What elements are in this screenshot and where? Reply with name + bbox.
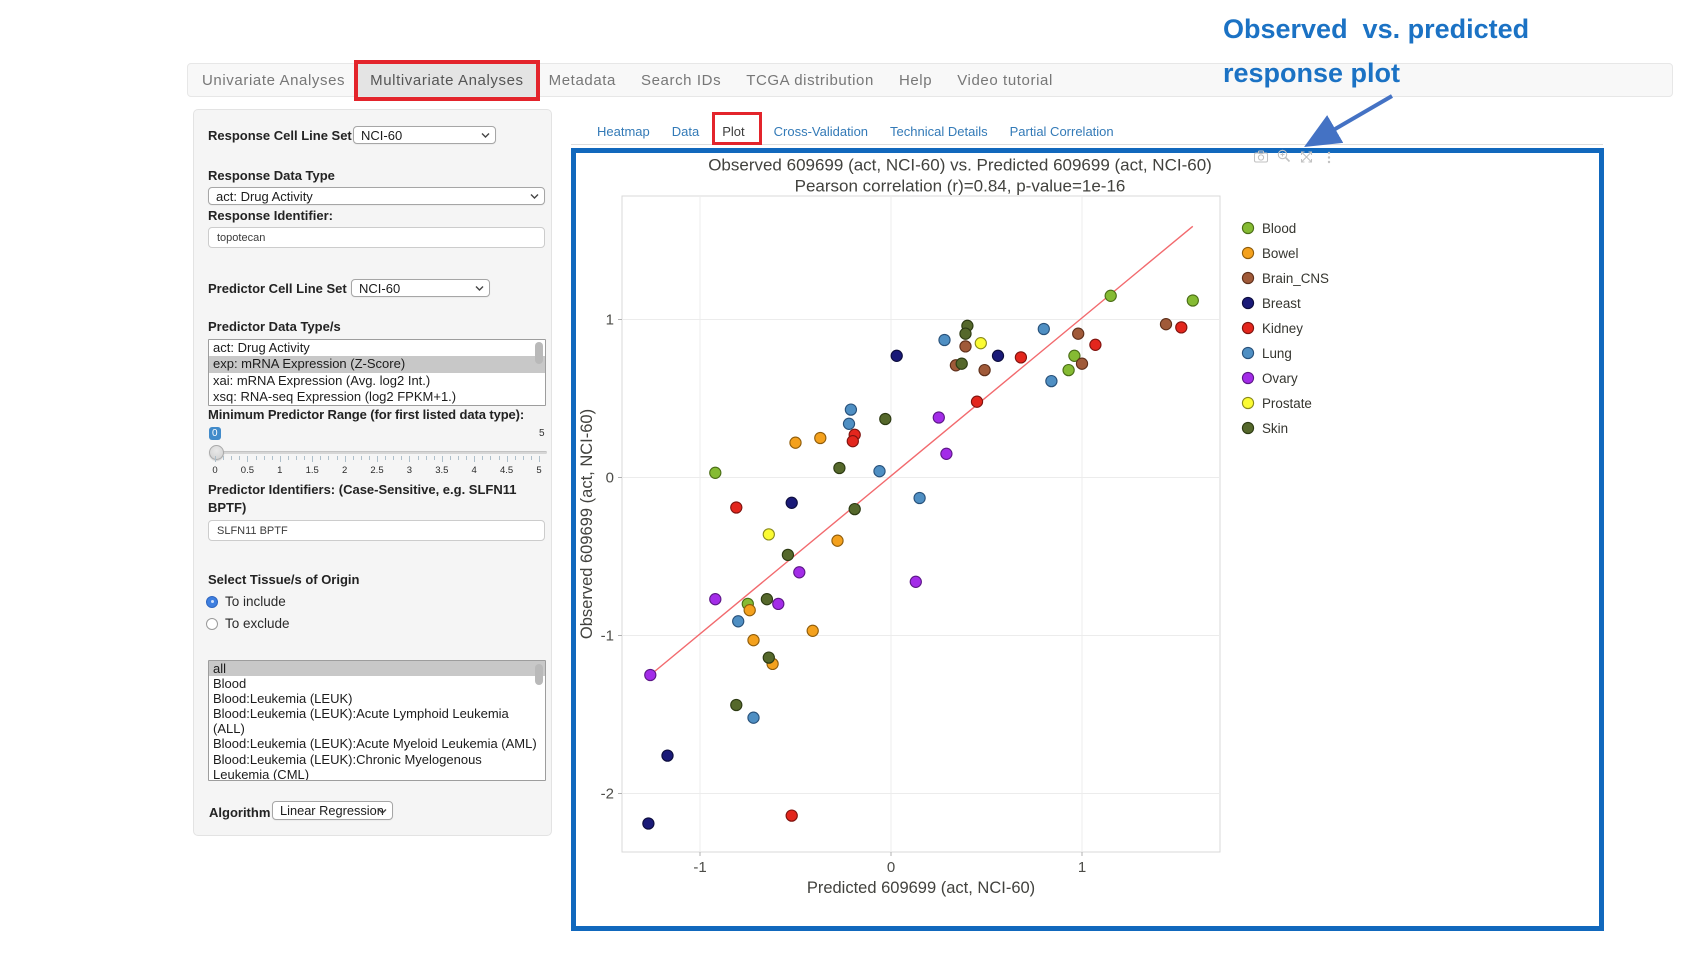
slider-max-label: 5	[539, 428, 545, 439]
response-data-type-value: act: Drug Activity	[216, 188, 313, 204]
algorithm-value: Linear Regression	[280, 803, 384, 818]
predictor-cell-line-set-label: Predictor Cell Line Set	[208, 281, 347, 296]
nav-item-multivariate-analyses[interactable]: Multivariate Analyses	[357, 64, 537, 96]
algorithm-select[interactable]: Linear Regression	[272, 801, 393, 820]
slider-track[interactable]	[210, 451, 547, 454]
tissues-listbox[interactable]: all Blood Blood:Leukemia (LEUK) Blood:Leuke…	[208, 660, 546, 781]
slider-tick-label: 0	[212, 465, 218, 476]
chevron-down-icon	[378, 806, 387, 815]
option-blood-leukemia-leuk-chronic-myelogenous-[interactable]: Blood:Leukemia (LEUK):Chronic Myelogenou…	[213, 751, 482, 781]
annotation-arrow	[1304, 94, 1394, 148]
option-exp-mrna-expression-z-score-[interactable]: exp: mRNA Expression (Z-Score)	[209, 356, 545, 373]
radio-to-include[interactable]: To include	[206, 594, 286, 609]
option-blood-leukemia-leuk-[interactable]: Blood:Leukemia (LEUK)	[213, 691, 353, 707]
plot-container	[571, 148, 1604, 931]
sidebar-panel: Response Cell Line Set NCI-60 Response D…	[193, 109, 552, 836]
slider-tick-label: 5	[536, 465, 542, 476]
chevron-down-icon	[481, 131, 490, 140]
option-blood[interactable]: Blood	[213, 676, 247, 692]
predictor-cell-line-set-value: NCI-60	[359, 280, 401, 296]
tab-cross-validation[interactable]: Cross-Validation	[773, 123, 869, 139]
nav-item-search-ids[interactable]: Search IDs	[640, 71, 722, 89]
chevron-down-icon	[475, 284, 484, 293]
tab-plot[interactable]: Plot	[722, 123, 745, 139]
nav-item-help[interactable]: Help	[898, 71, 933, 89]
response-identifier-input[interactable]: topotecan	[208, 227, 545, 248]
slider-tick-label: 0.5	[240, 465, 254, 476]
tab-data[interactable]: Data	[671, 123, 700, 139]
radio-to-exclude-label: To exclude	[225, 616, 290, 631]
response-cell-line-set-value: NCI-60	[361, 127, 403, 143]
nav-item-video-tutorial[interactable]: Video tutorial	[957, 71, 1053, 89]
response-identifier-value: topotecan	[217, 231, 266, 244]
option-act-drug-activity[interactable]: act: Drug Activity	[213, 340, 310, 355]
predictor-cell-line-set-select[interactable]: NCI-60	[351, 279, 490, 297]
tab-technical-details[interactable]: Technical Details	[890, 123, 988, 139]
top-navbar: Univariate Analyses Multivariate Analyses…	[187, 63, 1673, 97]
option-blood-leukemia-leuk-acute-lymphoid-leuke[interactable]: Blood:Leukemia (LEUK):Acute Lymphoid Leu…	[213, 706, 509, 737]
scrollbar-thumb[interactable]	[535, 342, 543, 364]
slider-handle[interactable]	[209, 445, 224, 460]
predictor-data-types-listbox[interactable]: act: Drug Activity exp: mRNA Expression (…	[208, 339, 546, 406]
radio-to-include-label: To include	[225, 594, 286, 609]
tab-heatmap[interactable]: Heatmap	[597, 123, 650, 139]
option-all[interactable]: all	[209, 661, 545, 677]
scrollbar-thumb[interactable]	[535, 664, 543, 685]
min-predictor-range-label: Minimum Predictor Range (for first liste…	[208, 407, 525, 422]
slider-tick-label: 1	[277, 465, 283, 476]
response-cell-line-set-select[interactable]: NCI-60	[353, 126, 496, 144]
slider-tick-label: 3.5	[435, 465, 449, 476]
radio-selected-icon	[206, 595, 218, 608]
slider-tick-label: 1.5	[305, 465, 319, 476]
nav-item-univariate-analyses[interactable]: Univariate Analyses	[202, 71, 346, 89]
tabs-underline	[571, 144, 1603, 145]
radio-unselected-icon	[206, 617, 218, 630]
response-data-type-select[interactable]: act: Drug Activity	[208, 187, 545, 205]
predictor-identifiers-label: Predictor Identifiers: (Case-Sensitive, …	[208, 482, 517, 515]
analysis-tabs: Heatmap Data Plot Cross-Validation Technical…	[586, 118, 1125, 144]
slider-tick-label: 2.5	[370, 465, 384, 476]
response-cell-line-set-label: Response Cell Line Set	[208, 128, 352, 143]
option-xsq-rna-seq-expression-log2-fpkm-1-[interactable]: xsq: RNA-seq Expression (log2 FPKM+1.)	[213, 389, 457, 405]
slider-tick-label: 3	[406, 465, 413, 476]
algorithm-label: Algorithm	[209, 805, 271, 820]
option-xai-mrna-expression-avg-log2-int-[interactable]: xai: mRNA Expression (Avg. log2 Int.)	[213, 372, 431, 388]
response-data-type-label: Response Data Type	[208, 168, 335, 183]
response-identifier-label: Response Identifier:	[208, 208, 333, 223]
predictor-data-types-label: Predictor Data Type/s	[208, 319, 341, 334]
slider-tick-label: 2	[341, 465, 348, 476]
tissue-origin-label: Select Tissue/s of Origin	[208, 572, 360, 587]
radio-to-exclude[interactable]: To exclude	[206, 616, 290, 631]
predictor-identifiers-value: SLFN11 BPTF	[217, 524, 288, 537]
slider-value-badge: 0	[209, 427, 221, 440]
nav-item-metadata[interactable]: Metadata	[548, 71, 616, 89]
nav-item-tcga-distribution[interactable]: TCGA distribution	[746, 71, 874, 89]
slider-tick-label: 4.5	[499, 465, 514, 476]
option-blood-leukemia-leuk-acute-myeloid-leukem[interactable]: Blood:Leukemia (LEUK):Acute Myeloid Leuk…	[213, 736, 537, 752]
tab-partial-correlation[interactable]: Partial Correlation	[1009, 123, 1114, 139]
chevron-down-icon	[530, 192, 539, 201]
annotation-line2: response plot	[1223, 58, 1401, 88]
slider-tick-label: 4	[471, 465, 477, 476]
predictor-identifiers-input[interactable]: SLFN11 BPTF	[208, 520, 545, 541]
annotation-note: Observed vs. predicted response plot	[1223, 7, 1529, 95]
annotation-line1: Observed vs. predicted	[1223, 14, 1530, 44]
